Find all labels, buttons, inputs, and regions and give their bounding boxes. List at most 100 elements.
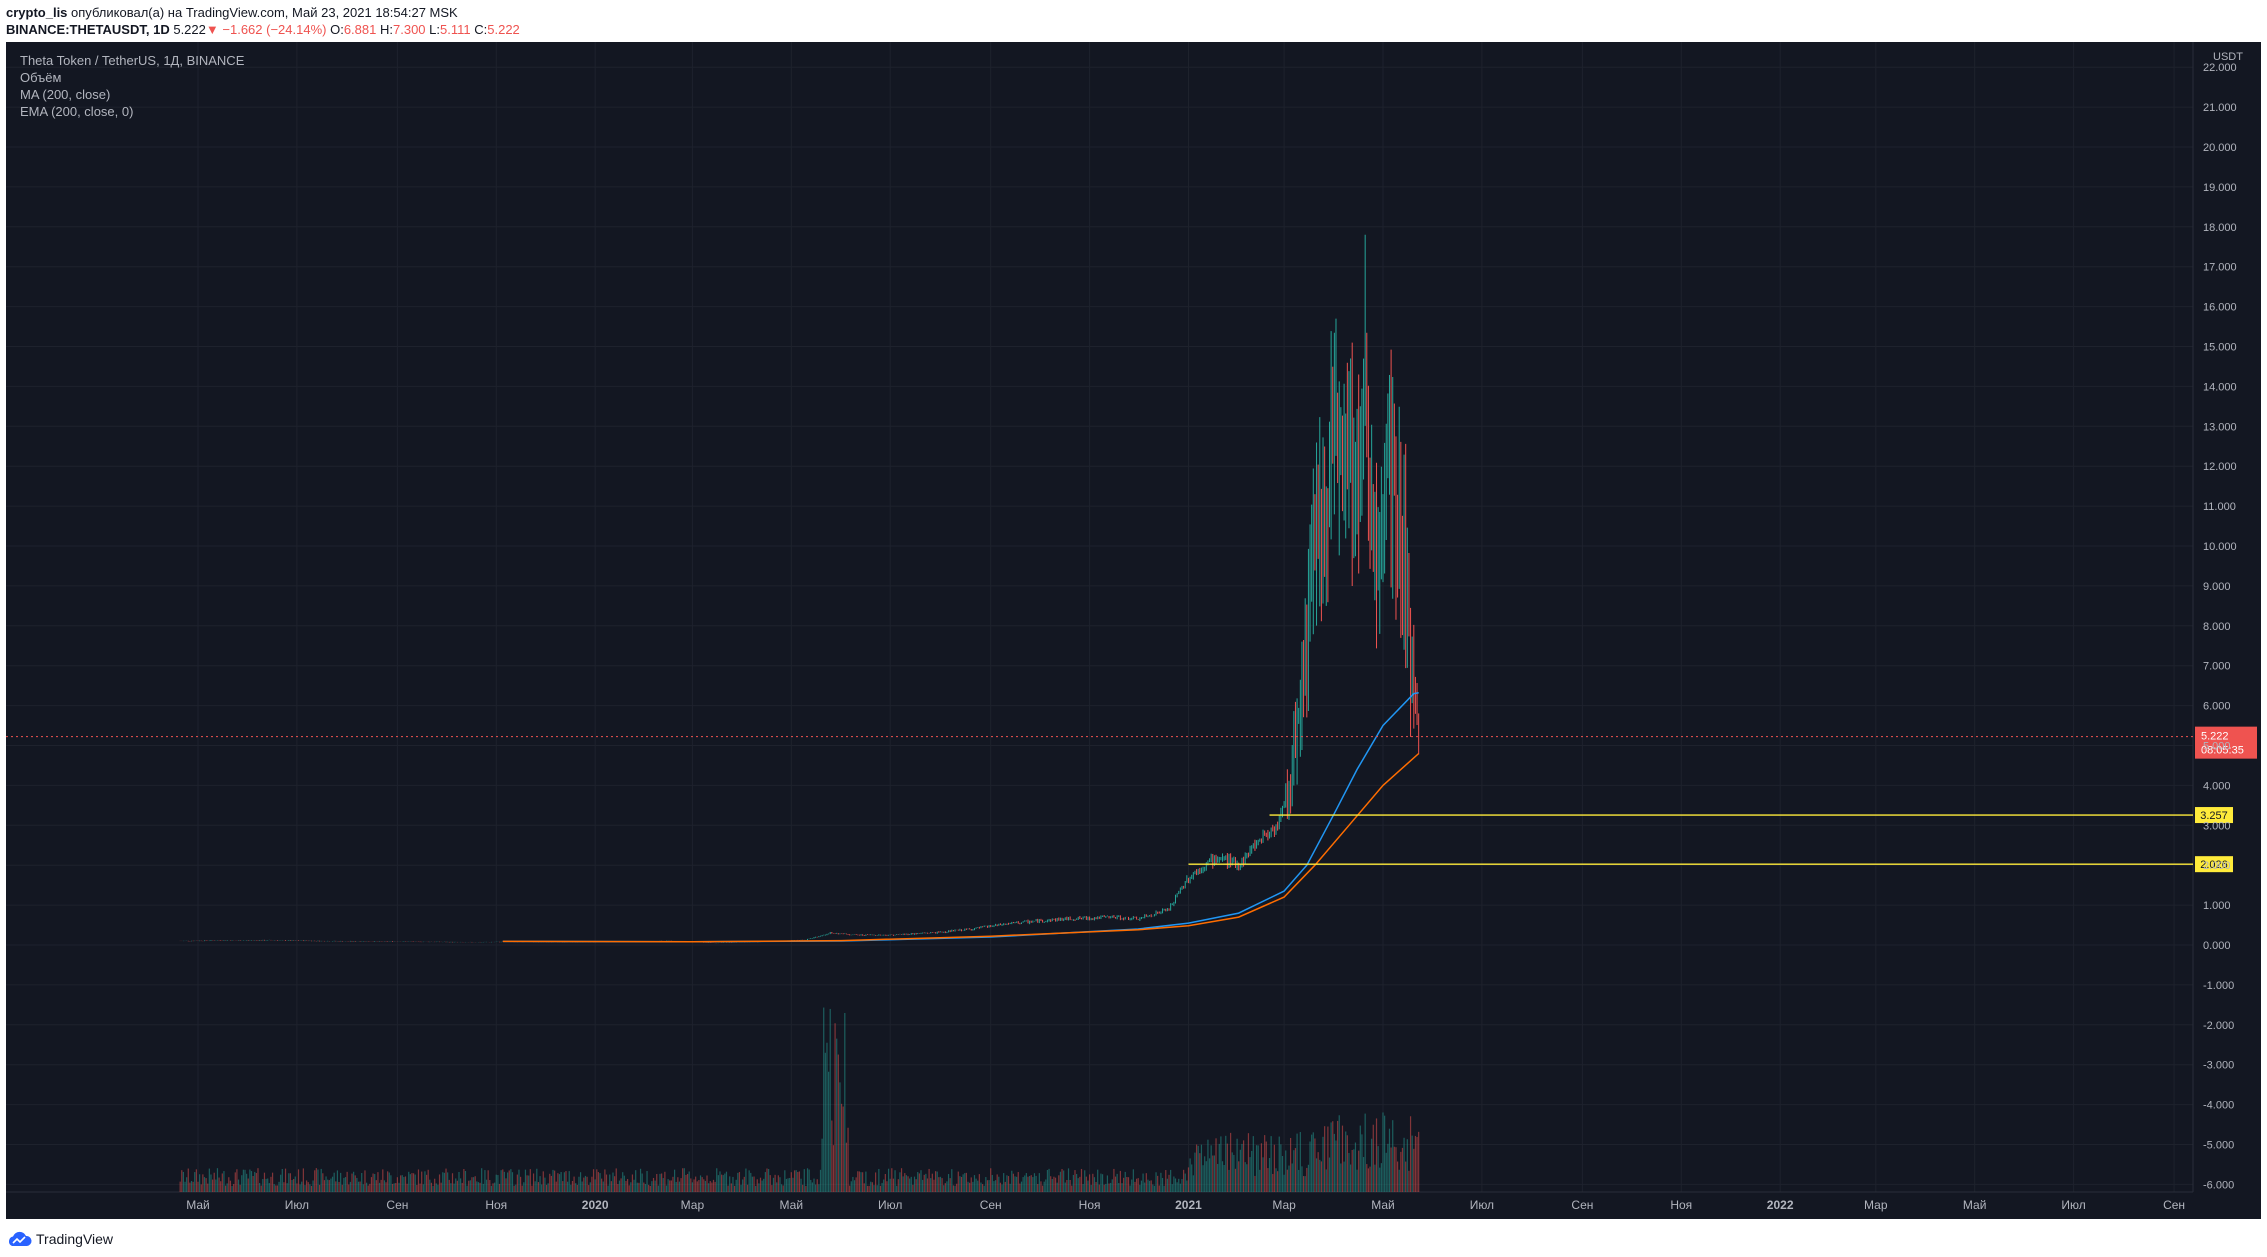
volume-bar: [883, 1179, 885, 1192]
volume-bar: [568, 1171, 570, 1192]
volume-bar: [928, 1168, 930, 1192]
volume-bar: [738, 1172, 741, 1192]
volume-bar: [354, 1175, 356, 1192]
chart-panel[interactable]: 3.257 2.026 5.222 08:05:35 22.000 21.000 20.00…: [6, 42, 2261, 1219]
volume-bar: [597, 1172, 600, 1192]
volume-bar: [260, 1185, 262, 1192]
x-tick-label: Мар: [1272, 1198, 1296, 1212]
volume-bars: [179, 1007, 1420, 1192]
volume-bar: [558, 1174, 561, 1192]
volume-bar: [280, 1174, 282, 1192]
author-name[interactable]: crypto_lis: [6, 5, 68, 20]
volume-bar: [618, 1180, 621, 1192]
x-tick-label: Мар: [681, 1198, 705, 1212]
volume-bar: [1144, 1182, 1146, 1192]
volume-bar: [1294, 1148, 1297, 1192]
volume-bar: [842, 1106, 844, 1192]
chart-header: crypto_lis опубликовал(а) на TradingView…: [0, 0, 2267, 42]
volume-bar: [659, 1173, 661, 1192]
volume-bar: [815, 1184, 817, 1192]
volume-bar: [1134, 1181, 1136, 1192]
volume-bar: [922, 1179, 924, 1192]
volume-bar: [502, 1169, 504, 1192]
volume-bar: [824, 1052, 826, 1192]
volume-bar: [218, 1177, 220, 1192]
volume-bar: [570, 1184, 572, 1192]
volume-bar: [1351, 1149, 1353, 1192]
volume-bar: [1077, 1178, 1079, 1192]
volume-bar: [1377, 1146, 1379, 1192]
volume-bar: [575, 1183, 577, 1192]
volume-bar: [594, 1179, 596, 1192]
volume-bar: [1220, 1136, 1222, 1192]
volume-bar: [362, 1184, 364, 1192]
volume-bar: [205, 1178, 207, 1192]
volume-bar: [356, 1177, 358, 1192]
volume-bar: [701, 1177, 703, 1192]
price-chart[interactable]: 3.257 2.026 5.222 08:05:35 22.000 21.000 20.00…: [6, 42, 2261, 1219]
tradingview-logo[interactable]: TradingView: [6, 1229, 113, 1249]
volume-bar: [1006, 1175, 1008, 1192]
volume-bar: [1007, 1176, 1010, 1192]
volume-bar: [643, 1182, 645, 1192]
volume-bar: [1324, 1126, 1326, 1192]
volume-bar: [1140, 1180, 1143, 1192]
volume-bar: [894, 1170, 896, 1192]
volume-bar: [680, 1178, 682, 1192]
volume-bar: [803, 1169, 805, 1192]
volume-bar: [328, 1180, 330, 1192]
volume-bar: [1335, 1140, 1337, 1192]
volume-bar: [900, 1168, 903, 1192]
volume-bar: [411, 1173, 413, 1192]
volume-bar: [221, 1173, 223, 1192]
volume-bar: [310, 1185, 313, 1192]
x-tick-label: Май: [1963, 1198, 1987, 1212]
volume-bar: [487, 1170, 489, 1192]
volume-bar: [1020, 1181, 1023, 1192]
volume-bar: [665, 1185, 668, 1192]
volume-bar: [194, 1172, 196, 1192]
volume-bar: [1101, 1174, 1104, 1192]
volume-bar: [1103, 1184, 1105, 1192]
volume-bar: [737, 1172, 739, 1192]
volume-bar: [887, 1168, 890, 1192]
volume-bar: [1414, 1135, 1417, 1192]
volume-bar: [327, 1179, 329, 1192]
volume-bar: [735, 1179, 737, 1192]
volume-bar: [1147, 1179, 1149, 1192]
volume-bar: [1218, 1143, 1220, 1192]
volume-bar: [1191, 1164, 1193, 1192]
volume-bar: [424, 1171, 426, 1192]
volume-bar: [599, 1173, 601, 1192]
volume-bar: [445, 1168, 447, 1192]
legend-ma[interactable]: MA (200, close): [20, 87, 111, 102]
volume-bar: [563, 1172, 565, 1192]
volume-bar: [623, 1175, 625, 1192]
volume-bar: [1186, 1180, 1188, 1192]
legend-volume[interactable]: Объём: [20, 70, 62, 85]
volume-bar: [432, 1185, 434, 1192]
volume-bar: [246, 1173, 248, 1192]
volume-bar: [751, 1176, 754, 1192]
volume-bar: [795, 1170, 797, 1192]
volume-bar: [309, 1184, 311, 1192]
volume-bar: [1275, 1168, 1277, 1192]
volume-bar: [725, 1171, 728, 1192]
volume-bar: [1356, 1169, 1358, 1192]
volume-bar: [1090, 1184, 1092, 1192]
volume-bar: [250, 1171, 253, 1192]
volume-bar: [1330, 1122, 1332, 1192]
volume-bar: [1395, 1147, 1397, 1192]
volume-bar: [500, 1170, 502, 1192]
volume-bar: [484, 1170, 486, 1192]
volume-bar: [398, 1182, 400, 1192]
volume-bar: [782, 1185, 784, 1192]
volume-bar: [302, 1168, 304, 1192]
volume-bar: [844, 1012, 846, 1192]
volume-bar: [503, 1171, 505, 1192]
legend-ema[interactable]: EMA (200, close, 0): [20, 104, 134, 119]
volume-bar: [994, 1180, 997, 1192]
volume-bar: [708, 1183, 710, 1192]
volume-bar: [1246, 1164, 1248, 1192]
volume-bar: [789, 1177, 791, 1192]
